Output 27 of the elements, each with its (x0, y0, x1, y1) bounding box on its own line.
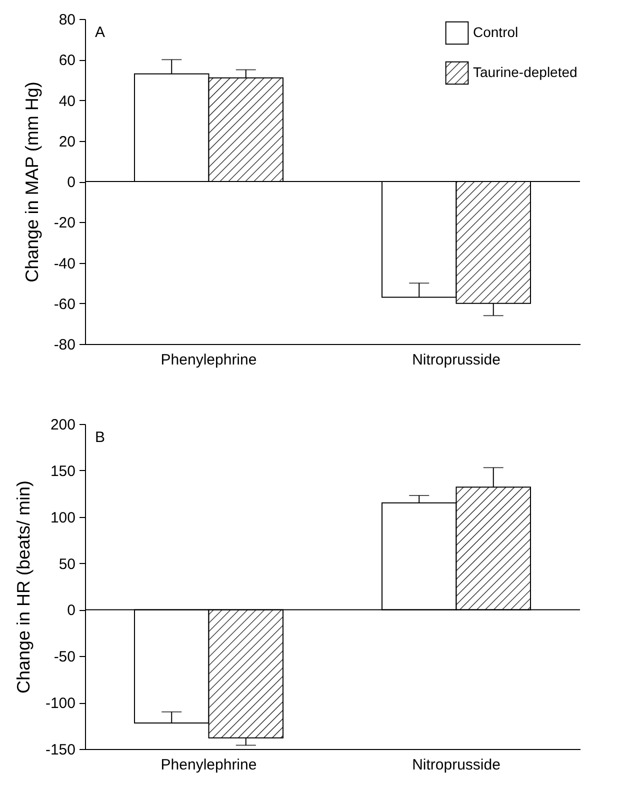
y-tick-label: -60 (54, 296, 76, 313)
y-tick-label: 40 (58, 92, 76, 110)
y-tick-label: 0 (67, 602, 76, 620)
chart-title: B (95, 429, 106, 446)
y-tick-label: 0 (67, 174, 76, 191)
y-tick-label: 20 (58, 133, 76, 150)
y-tick-label: -50 (54, 648, 76, 666)
y-tick-label: -100 (45, 695, 76, 712)
y-tick-label: -80 (54, 336, 76, 354)
y-tick-label: 150 (50, 462, 76, 480)
legend-label: Control (473, 24, 518, 40)
y-tick-label: 60 (58, 52, 76, 70)
x-tick-label: Phenylephrine (160, 756, 257, 774)
y-axis-title: Change in HR (beats/ min) (13, 480, 34, 694)
chart-title: A (95, 24, 106, 41)
x-tick-label: Nitroprusside (412, 352, 500, 368)
legend-label: Taurine-depleted (473, 64, 578, 80)
y-tick-label: -40 (54, 255, 76, 272)
y-tick-label: -150 (45, 742, 76, 758)
x-tick-label: Phenylephrine (160, 352, 257, 368)
y-axis-title: Change in MAP (mm Hg) (22, 82, 42, 282)
y-tick-label: 100 (50, 509, 76, 526)
x-tick-label: Nitroprusside (412, 756, 500, 774)
y-tick-label: -20 (54, 214, 76, 232)
y-tick-label: 50 (58, 556, 76, 573)
y-tick-label: 200 (50, 416, 76, 434)
y-tick-label: 80 (58, 12, 76, 28)
